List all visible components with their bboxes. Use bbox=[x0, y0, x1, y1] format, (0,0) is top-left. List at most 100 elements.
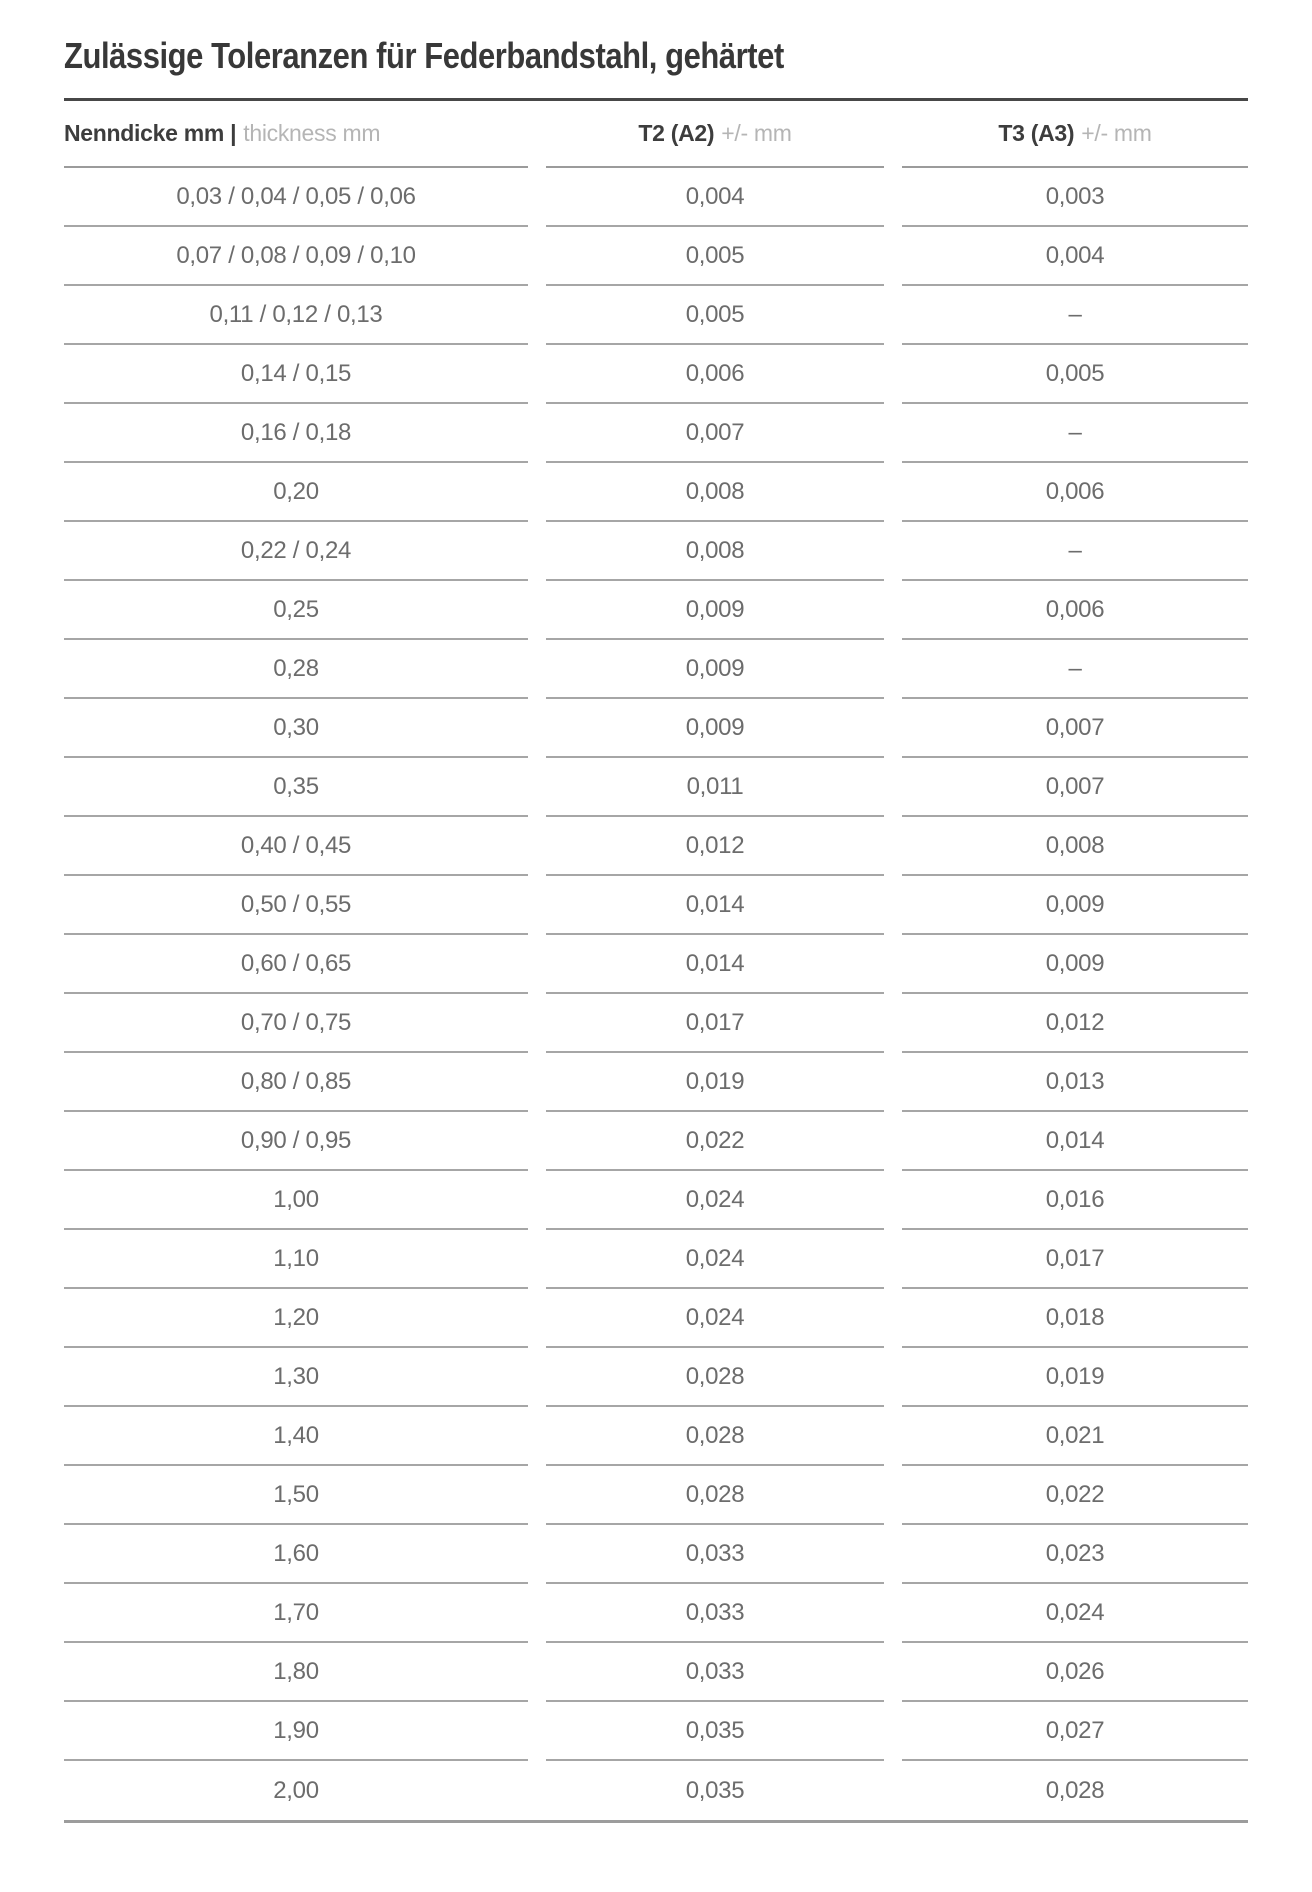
cell-thickness: 0,03 / 0,04 / 0,05 / 0,06 bbox=[64, 168, 528, 227]
cell-thickness: 1,80 bbox=[64, 1643, 528, 1702]
cell-thickness: 0,70 / 0,75 bbox=[64, 994, 528, 1053]
table-row: 0,80 / 0,85 0,019 0,013 bbox=[64, 1053, 1248, 1112]
cell-t3-tolerance: 0,014 bbox=[902, 1112, 1248, 1171]
cell-t2-tolerance: 0,033 bbox=[546, 1643, 884, 1702]
cell-t2-tolerance: 0,028 bbox=[546, 1466, 884, 1525]
cell-t3-tolerance: 0,024 bbox=[902, 1584, 1248, 1643]
cell-t2-tolerance: 0,028 bbox=[546, 1348, 884, 1407]
cell-t2-tolerance: 0,008 bbox=[546, 522, 884, 581]
content: Zulässige Toleranzen für Federbandstahl,… bbox=[64, 0, 1248, 1823]
table-row: 1,90 0,035 0,027 bbox=[64, 1702, 1248, 1761]
cell-thickness: 1,30 bbox=[64, 1348, 528, 1407]
cell-thickness: 0,11 / 0,12 / 0,13 bbox=[64, 286, 528, 345]
cell-thickness: 0,90 / 0,95 bbox=[64, 1112, 528, 1171]
table-row: 0,90 / 0,95 0,022 0,014 bbox=[64, 1112, 1248, 1171]
cell-thickness: 0,40 / 0,45 bbox=[64, 817, 528, 876]
cell-t2-tolerance: 0,022 bbox=[546, 1112, 884, 1171]
table-bottom-border bbox=[64, 1820, 1248, 1823]
cell-t2-tolerance: 0,033 bbox=[546, 1584, 884, 1643]
cell-t3-tolerance: 0,027 bbox=[902, 1702, 1248, 1761]
cell-t2-tolerance: 0,012 bbox=[546, 817, 884, 876]
page-title: Zulässige Toleranzen für Federbandstahl,… bbox=[64, 35, 784, 76]
table-row: 1,30 0,028 0,019 bbox=[64, 1348, 1248, 1407]
cell-thickness: 0,25 bbox=[64, 581, 528, 640]
column-header-t3-label: T3 (A3) bbox=[998, 120, 1075, 146]
cell-thickness: 0,22 / 0,24 bbox=[64, 522, 528, 581]
title-divider bbox=[64, 98, 1248, 101]
cell-thickness: 1,40 bbox=[64, 1407, 528, 1466]
cell-t2-tolerance: 0,004 bbox=[546, 168, 884, 227]
column-header-t2: T2 (A2) +/- mm bbox=[546, 101, 884, 168]
cell-t2-tolerance: 0,007 bbox=[546, 404, 884, 463]
table-row: 0,35 0,011 0,007 bbox=[64, 758, 1248, 817]
cell-t3-tolerance: 0,007 bbox=[902, 758, 1248, 817]
cell-thickness: 0,16 / 0,18 bbox=[64, 404, 528, 463]
cell-t3-tolerance: 0,016 bbox=[902, 1171, 1248, 1230]
cell-t3-tolerance: 0,017 bbox=[902, 1230, 1248, 1289]
cell-t2-tolerance: 0,009 bbox=[546, 640, 884, 699]
cell-t2-tolerance: 0,014 bbox=[546, 935, 884, 994]
cell-thickness: 0,80 / 0,85 bbox=[64, 1053, 528, 1112]
column-header-t3: T3 (A3) +/- mm bbox=[902, 101, 1248, 168]
table-row: 1,60 0,033 0,023 bbox=[64, 1525, 1248, 1584]
cell-t2-tolerance: 0,009 bbox=[546, 581, 884, 640]
cell-thickness: 0,35 bbox=[64, 758, 528, 817]
table-row: 1,10 0,024 0,017 bbox=[64, 1230, 1248, 1289]
cell-t3-tolerance: – bbox=[902, 286, 1248, 345]
column-header-thickness-en: thickness mm bbox=[243, 120, 381, 146]
table-row: 0,14 / 0,15 0,006 0,005 bbox=[64, 345, 1248, 404]
table-header-row: Nenndicke mm | thickness mm T2 (A2) +/- … bbox=[64, 101, 1248, 168]
column-header-t2-label: T2 (A2) bbox=[638, 120, 715, 146]
cell-t2-tolerance: 0,035 bbox=[685, 1776, 745, 1804]
table-row: 2,00 0,035 0,028 bbox=[64, 1761, 1248, 1820]
cell-thickness: 0,20 bbox=[64, 463, 528, 522]
table-row: 0,16 / 0,18 0,007 – bbox=[64, 404, 1248, 463]
cell-t2-tolerance: 0,028 bbox=[546, 1407, 884, 1466]
cell-t2-tolerance: 0,024 bbox=[546, 1171, 884, 1230]
cell-t3-tolerance: 0,019 bbox=[902, 1348, 1248, 1407]
table-row: 1,00 0,024 0,016 bbox=[64, 1171, 1248, 1230]
column-header-t3-unit: +/- mm bbox=[1081, 120, 1152, 146]
cell-thickness: 0,14 / 0,15 bbox=[64, 345, 528, 404]
cell-t2-tolerance: 0,035 bbox=[546, 1702, 884, 1761]
cell-t3-tolerance: 0,022 bbox=[902, 1466, 1248, 1525]
table-row: 0,25 0,009 0,006 bbox=[64, 581, 1248, 640]
table-row: 0,60 / 0,65 0,014 0,009 bbox=[64, 935, 1248, 994]
table-row: 0,30 0,009 0,007 bbox=[64, 699, 1248, 758]
cell-thickness: 1,90 bbox=[64, 1702, 528, 1761]
table-row: 1,40 0,028 0,021 bbox=[64, 1407, 1248, 1466]
table-row: 1,70 0,033 0,024 bbox=[64, 1584, 1248, 1643]
cell-t3-tolerance: 0,006 bbox=[902, 581, 1248, 640]
cell-t3-tolerance: 0,005 bbox=[902, 345, 1248, 404]
cell-t3-tolerance: 0,009 bbox=[902, 935, 1248, 994]
column-header-thickness: Nenndicke mm | thickness mm bbox=[64, 101, 528, 168]
cell-t3-tolerance: – bbox=[902, 640, 1248, 699]
cell-thickness: 0,60 / 0,65 bbox=[64, 935, 528, 994]
table-row: 0,28 0,009 – bbox=[64, 640, 1248, 699]
cell-t2-tolerance: 0,009 bbox=[546, 699, 884, 758]
cell-thickness: 1,20 bbox=[64, 1289, 528, 1348]
cell-t3-tolerance: 0,018 bbox=[902, 1289, 1248, 1348]
cell-t2-tolerance: 0,024 bbox=[546, 1289, 884, 1348]
cell-t3-tolerance: 0,021 bbox=[902, 1407, 1248, 1466]
cell-t3-tolerance: – bbox=[902, 522, 1248, 581]
cell-thickness: 1,60 bbox=[64, 1525, 528, 1584]
table-row: 0,03 / 0,04 / 0,05 / 0,06 0,004 0,003 bbox=[64, 168, 1248, 227]
table-row: 0,40 / 0,45 0,012 0,008 bbox=[64, 817, 1248, 876]
table-row: 0,07 / 0,08 / 0,09 / 0,10 0,005 0,004 bbox=[64, 227, 1248, 286]
cell-t2-tolerance: 0,008 bbox=[546, 463, 884, 522]
table-body: 0,03 / 0,04 / 0,05 / 0,06 0,004 0,003 0,… bbox=[64, 168, 1248, 1820]
cell-thickness: 0,07 / 0,08 / 0,09 / 0,10 bbox=[64, 227, 528, 286]
column-header-thickness-de: Nenndicke mm | bbox=[64, 120, 237, 146]
table-row: 0,70 / 0,75 0,017 0,012 bbox=[64, 994, 1248, 1053]
cell-thickness: 0,50 / 0,55 bbox=[64, 876, 528, 935]
cell-t3-tolerance: 0,012 bbox=[902, 994, 1248, 1053]
cell-thickness: 0,28 bbox=[64, 640, 528, 699]
cell-thickness: 2,00 bbox=[273, 1776, 319, 1804]
cell-thickness: 1,10 bbox=[64, 1230, 528, 1289]
cell-thickness: 0,30 bbox=[64, 699, 528, 758]
cell-t3-tolerance: 0,026 bbox=[902, 1643, 1248, 1702]
cell-thickness: 1,00 bbox=[64, 1171, 528, 1230]
cell-t3-tolerance: 0,028 bbox=[1045, 1776, 1105, 1804]
